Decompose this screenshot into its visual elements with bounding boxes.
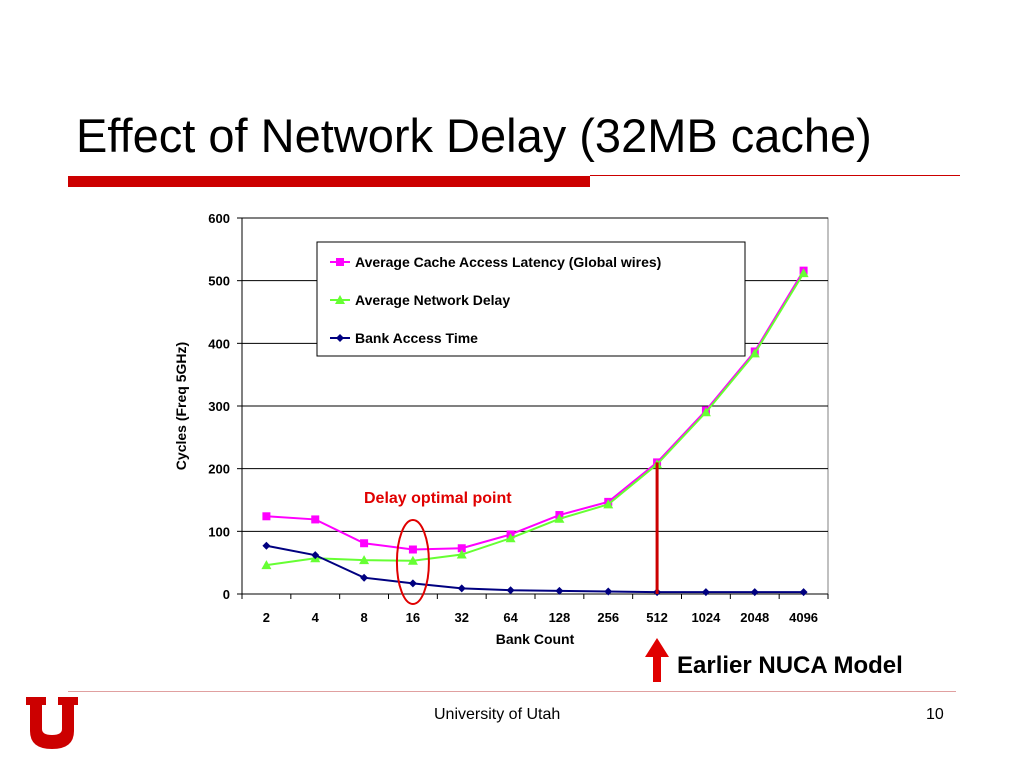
y-axis-ticks: 0 100 200 300 400 500 600 bbox=[208, 211, 242, 602]
data-point bbox=[603, 499, 614, 509]
data-point bbox=[408, 545, 417, 554]
x-tick-label: 16 bbox=[406, 610, 420, 625]
data-point bbox=[360, 573, 369, 582]
data-point bbox=[457, 584, 466, 593]
data-point bbox=[749, 348, 760, 358]
x-tick-label: 2048 bbox=[740, 610, 769, 625]
data-point bbox=[262, 512, 271, 521]
data-point bbox=[701, 588, 710, 597]
optimal-point-label: Delay optimal point bbox=[364, 490, 512, 507]
y-tick-label: 100 bbox=[208, 524, 230, 539]
x-tick-label: 128 bbox=[549, 610, 571, 625]
legend-label: Average Cache Access Latency (Global wir… bbox=[355, 254, 661, 270]
x-tick-label: 64 bbox=[503, 610, 518, 625]
data-point bbox=[457, 544, 466, 553]
data-point bbox=[505, 533, 516, 543]
y-tick-label: 400 bbox=[208, 336, 230, 351]
x-tick-label: 2 bbox=[263, 610, 270, 625]
data-point bbox=[555, 586, 564, 595]
data-point bbox=[799, 588, 808, 597]
legend-box bbox=[316, 241, 746, 357]
optimal-point-circle bbox=[395, 519, 430, 605]
data-point bbox=[407, 555, 418, 565]
slide-title: Effect of Network Delay (32MB cache) bbox=[76, 109, 872, 162]
series-line-2 bbox=[266, 544, 804, 594]
data-point bbox=[360, 539, 369, 548]
data-point bbox=[700, 407, 711, 417]
y-tick-label: 300 bbox=[208, 399, 230, 414]
x-tick-label: 8 bbox=[360, 610, 367, 625]
data-point bbox=[408, 579, 417, 588]
x-tick-label: 4 bbox=[312, 610, 320, 625]
series-line-1 bbox=[266, 272, 805, 567]
x-axis-title: Bank Count bbox=[496, 631, 575, 647]
legend-label: Average Network Delay bbox=[355, 292, 510, 308]
data-point bbox=[798, 268, 809, 278]
legend-marker bbox=[336, 334, 344, 342]
nuca-arrow-icon bbox=[645, 638, 669, 682]
y-axis-title: Cycles (Freq 5GHz) bbox=[173, 342, 189, 470]
data-point bbox=[311, 515, 320, 524]
data-point bbox=[604, 587, 613, 596]
legend: Average Cache Access Latency (Global wir… bbox=[316, 241, 746, 357]
title-rule bbox=[68, 176, 590, 187]
legend-marker bbox=[335, 295, 345, 304]
data-point bbox=[359, 555, 370, 565]
y-tick-label: 0 bbox=[223, 587, 230, 602]
series-line-0 bbox=[266, 270, 805, 551]
x-axis-ticks: 2 4 8 16 32 64 128 256 512 1024 2048 4096 bbox=[241, 594, 829, 625]
footer-rule bbox=[68, 691, 956, 692]
y-tick-label: 200 bbox=[208, 462, 230, 477]
data-point bbox=[456, 549, 467, 559]
data-point bbox=[554, 513, 565, 523]
x-tick-label: 1024 bbox=[691, 610, 721, 625]
footer-organization: University of Utah bbox=[434, 706, 561, 723]
nuca-model-label: Earlier NUCA Model bbox=[677, 652, 903, 679]
page-number: 10 bbox=[926, 706, 944, 723]
x-tick-label: 4096 bbox=[789, 610, 818, 625]
title-rule-thin bbox=[590, 175, 960, 176]
data-point bbox=[262, 541, 271, 550]
university-logo bbox=[26, 697, 78, 749]
data-point bbox=[261, 560, 272, 570]
data-point bbox=[506, 586, 515, 595]
y-tick-label: 600 bbox=[208, 211, 230, 226]
legend-label: Bank Access Time bbox=[355, 330, 478, 346]
data-point bbox=[750, 588, 759, 597]
y-tick-label: 500 bbox=[208, 274, 230, 289]
x-tick-label: 32 bbox=[455, 610, 469, 625]
x-tick-label: 512 bbox=[646, 610, 668, 625]
data-point bbox=[311, 551, 320, 560]
legend-marker bbox=[336, 258, 344, 266]
x-tick-label: 256 bbox=[597, 610, 619, 625]
